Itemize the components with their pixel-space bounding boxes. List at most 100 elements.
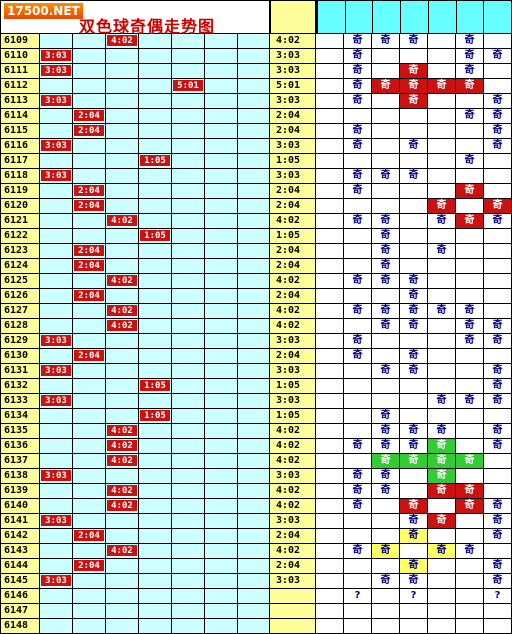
ratio-column-cell: 3:03: [40, 94, 73, 109]
ratio-column-cell: [205, 439, 238, 454]
position-cell: [316, 49, 344, 64]
ratio-column-cell: [40, 304, 73, 319]
position-cell: 奇: [428, 454, 456, 469]
ratio-column-cell: [238, 409, 270, 424]
ratio-column-cell: [172, 154, 205, 169]
odd-even-ratio: 3:03: [270, 469, 316, 484]
issue-number: 6120: [0, 199, 40, 214]
odd-even-ratio: 2:04: [270, 259, 316, 274]
ratio-column-cell: 3:03: [40, 574, 73, 589]
position-cell: [316, 484, 344, 499]
ratio-column-cell: [238, 94, 270, 109]
position-cell: 奇: [372, 319, 400, 334]
ratio-column-cell: 4:02: [106, 424, 139, 439]
ratio-column-cell: [139, 199, 172, 214]
ratio-column-cell: [172, 559, 205, 574]
odd-even-ratio: 2:04: [270, 184, 316, 199]
position-cell: [316, 214, 344, 229]
ratio-column-cell: [238, 574, 270, 589]
ratio-column-cell: 3:03: [40, 469, 73, 484]
ratio-column-cell: [205, 499, 238, 514]
position-cell: 奇: [484, 559, 512, 574]
position-cell: 奇: [344, 439, 372, 454]
issue-row: 6119 2:04 2:04 奇 奇: [0, 184, 512, 199]
position-cell: [456, 574, 484, 589]
ratio-column-cell: 2:04: [73, 124, 106, 139]
issue-row: 6128 4:02 4:02 奇奇奇奇: [0, 319, 512, 334]
ratio-column-cell: [172, 289, 205, 304]
position-cell: 奇: [372, 469, 400, 484]
position-cell: [344, 409, 372, 424]
issue-row: 6124 2:04 2:04 奇: [0, 259, 512, 274]
position-cell: 奇: [428, 214, 456, 229]
position-cell: [484, 184, 512, 199]
ratio-column-cell: [238, 244, 270, 259]
ratio-column-cell: [238, 259, 270, 274]
position-cell: [316, 229, 344, 244]
odd-even-ratio: 4:02: [270, 499, 316, 514]
position-cell: 奇: [372, 274, 400, 289]
position-cell: [372, 124, 400, 139]
position-cell: 奇: [484, 439, 512, 454]
position-cell: 奇: [372, 259, 400, 274]
ratio-column-cell: [172, 619, 205, 634]
issue-row: 6135 4:02 4:02 奇奇奇奇: [0, 424, 512, 439]
ratio-column-cell: [73, 169, 106, 184]
ratio-column-cell: [172, 454, 205, 469]
position-cell: [372, 139, 400, 154]
ratio-marker: 2:04: [74, 530, 104, 541]
issue-row: 6137 4:02 4:02 奇奇奇奇: [0, 454, 512, 469]
position-cell: [372, 514, 400, 529]
position-cell: [484, 244, 512, 259]
ratio-column-cell: [238, 289, 270, 304]
ratio-column-cell: [106, 124, 139, 139]
site-logo[interactable]: 17500.NET: [4, 3, 83, 19]
ratio-column-cell: [205, 364, 238, 379]
ratio-column-cell: [238, 589, 270, 604]
ratio-column-cell: 4:02: [106, 319, 139, 334]
ratio-column-cell: [106, 514, 139, 529]
position-cell: 奇: [484, 574, 512, 589]
position-cell: [456, 469, 484, 484]
ratio-column-cell: [40, 484, 73, 499]
ratio-column-cell: [139, 94, 172, 109]
position-cell: 奇: [400, 94, 428, 109]
position-cell: [400, 394, 428, 409]
ratio-column-cell: [106, 529, 139, 544]
position-cell: 奇: [344, 349, 372, 364]
ratio-column-cell: [172, 349, 205, 364]
ratio-column-cell: [172, 139, 205, 154]
issue-number: 6131: [0, 364, 40, 379]
issue-number: 6116: [0, 139, 40, 154]
ratio-column-cell: [205, 469, 238, 484]
position-cell: [456, 514, 484, 529]
position-cell: [316, 424, 344, 439]
ratio-column-cell: [238, 49, 270, 64]
position-cell: ?: [344, 589, 372, 604]
position-cell: [316, 514, 344, 529]
position-cell: [456, 439, 484, 454]
position-cell: 奇: [484, 514, 512, 529]
position-cell: 奇: [372, 229, 400, 244]
position-cell: [344, 199, 372, 214]
ratio-column-cell: 2:04: [73, 184, 106, 199]
ratio-column-cell: [172, 529, 205, 544]
position-cell: [372, 394, 400, 409]
position-cell: 奇: [372, 439, 400, 454]
ratio-column-cell: [106, 469, 139, 484]
position-cell: [316, 304, 344, 319]
odd-even-ratio: 3:03: [270, 364, 316, 379]
ratio-column-cell: [106, 604, 139, 619]
position-cell: [456, 604, 484, 619]
ratio-marker: 1:05: [140, 230, 170, 241]
position-cell: 奇: [372, 79, 400, 94]
position-cell: 奇: [400, 559, 428, 574]
position-cell: [316, 289, 344, 304]
ratio-column-cell: 2:04: [73, 529, 106, 544]
position-cell: [400, 469, 428, 484]
ratio-column-cell: 2:04: [73, 244, 106, 259]
ratio-column-cell: [139, 499, 172, 514]
position-cell: [428, 574, 456, 589]
position-cell: [316, 559, 344, 574]
issue-row: 6143 4:02 4:02 奇奇奇奇: [0, 544, 512, 559]
